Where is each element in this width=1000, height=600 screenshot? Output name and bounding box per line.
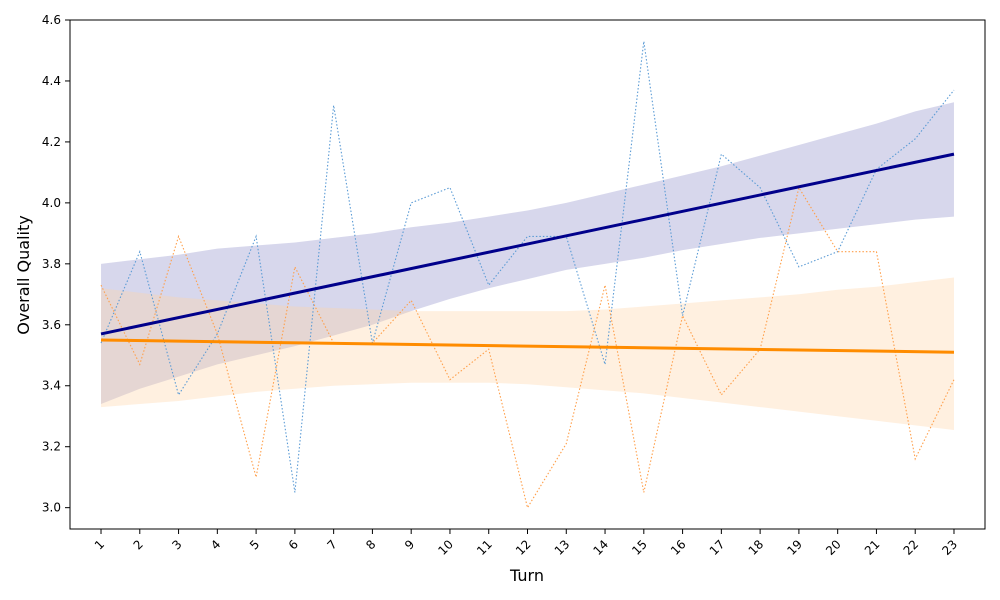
x-tick-label: 12 xyxy=(513,537,534,558)
x-tick-label: 15 xyxy=(629,537,650,558)
x-tick-label: 11 xyxy=(474,537,495,558)
x-tick-label: 16 xyxy=(668,537,689,558)
y-tick-label: 4.4 xyxy=(42,74,61,88)
x-tick-label: 3 xyxy=(169,537,184,552)
y-tick-label: 4.2 xyxy=(42,135,61,149)
y-tick-label: 3.6 xyxy=(42,318,61,332)
x-axis: 1 2 3 4 5 6 7 8 9 10 11 12 13 14 15 16 17 18 19 20 21 22 23 xyxy=(92,529,960,558)
x-tick-label: 22 xyxy=(901,537,922,558)
y-tick-label: 3.0 xyxy=(42,501,61,515)
x-tick-label: 17 xyxy=(707,537,728,558)
series-orange-trend-line xyxy=(100,338,955,354)
series-blue-trend-line xyxy=(100,152,955,336)
series-blue-raw-line xyxy=(100,41,955,493)
y-axis: 3.0 3.2 3.4 3.6 3.8 4.0 4.2 4.4 4.6 xyxy=(42,13,70,515)
y-tick-label: 3.4 xyxy=(42,379,61,393)
x-tick-label: 13 xyxy=(552,537,573,558)
x-tick-label: 6 xyxy=(286,537,301,552)
y-axis-label: Overall Quality xyxy=(14,215,33,334)
raw-series-lines xyxy=(100,41,955,510)
x-tick-label: 21 xyxy=(862,537,883,558)
y-tick-label: 3.8 xyxy=(42,257,61,271)
x-axis-label: Turn xyxy=(509,566,544,585)
x-tick-label: 2 xyxy=(131,537,146,552)
confidence-bands xyxy=(101,102,954,430)
series-orange-confidence-band xyxy=(101,277,954,430)
x-tick-label: 23 xyxy=(939,537,960,558)
x-tick-label: 18 xyxy=(746,537,767,558)
x-tick-label: 10 xyxy=(435,537,456,558)
x-tick-label: 9 xyxy=(402,537,417,552)
y-tick-label: 4.0 xyxy=(42,196,61,210)
x-tick-label: 8 xyxy=(363,537,378,552)
x-tick-label: 4 xyxy=(208,537,223,552)
x-tick-label: 19 xyxy=(784,537,805,558)
series-blue-confidence-band xyxy=(101,102,954,405)
x-tick-label: 1 xyxy=(92,537,107,552)
x-tick-label: 14 xyxy=(590,537,611,558)
x-tick-label: 20 xyxy=(823,537,844,558)
y-tick-label: 3.2 xyxy=(42,440,61,454)
x-tick-label: 7 xyxy=(324,537,339,552)
trend-lines xyxy=(100,152,955,354)
y-tick-label: 4.6 xyxy=(42,13,61,27)
x-tick-label: 5 xyxy=(247,537,262,552)
